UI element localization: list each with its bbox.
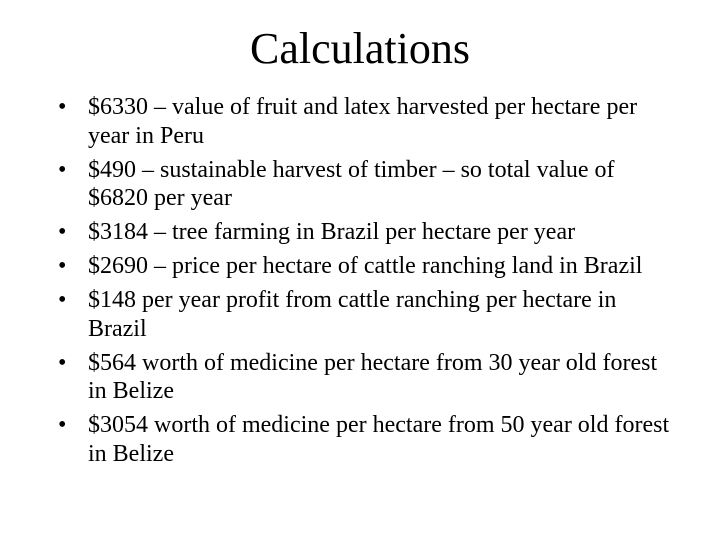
bullet-dot-icon: •: [58, 349, 67, 376]
bullet-text: $3054 worth of medicine per hectare from…: [88, 412, 670, 467]
bullet-item-3: • $3184 – tree farming in Brazil per hec…: [58, 218, 678, 247]
bullet-text: $6330 – value of fruit and latex harvest…: [88, 94, 638, 149]
bullet-dot-icon: •: [58, 156, 67, 183]
bullet-item-6: • $564 worth of medicine per hectare fro…: [58, 349, 678, 406]
bullet-text: $564 worth of medicine per hectare from …: [88, 349, 658, 405]
bullet-dot-icon: •: [58, 94, 67, 120]
bullet-dot-icon: •: [58, 412, 67, 438]
bullet-dot-icon: •: [58, 253, 67, 279]
bullet-list: • $6330 – value of fruit and latex harve…: [58, 93, 678, 474]
bullet-item-4: • $2690 – price per hectare of cattle ra…: [58, 252, 678, 281]
bullet-text: $490 – sustainable harvest of timber – s…: [88, 156, 615, 212]
bullet-item-7: • $3054 worth of medicine per hectare fr…: [58, 411, 678, 468]
bullet-item-1: • $6330 – value of fruit and latex harve…: [58, 93, 678, 150]
bullet-text: $148 per year profit from cattle ranchin…: [88, 287, 617, 342]
slide-title: Calculations: [250, 24, 470, 73]
bullet-item-5: • $148 per year profit from cattle ranch…: [58, 286, 678, 343]
bullet-text: $3184 – tree farming in Brazil per hecta…: [88, 219, 576, 245]
bullet-item-2: • $490 – sustainable harvest of timber –…: [58, 156, 678, 213]
bullet-text: $2690 – price per hectare of cattle ranc…: [88, 253, 643, 279]
bullet-dot-icon: •: [58, 219, 67, 245]
bullet-dot-icon: •: [58, 287, 67, 313]
